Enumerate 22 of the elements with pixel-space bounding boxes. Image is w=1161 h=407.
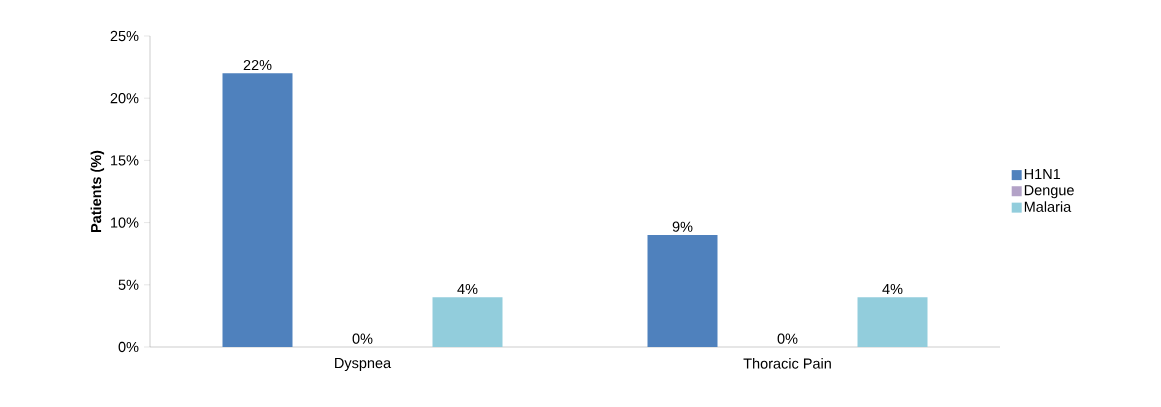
bar [432,297,503,347]
data-label: 4% [457,283,478,295]
bar [222,73,293,347]
data-label: 0% [352,333,373,344]
x-tick-label: Dyspnea [335,358,392,372]
bar [647,235,718,347]
y-tick-label: 15% [111,155,139,166]
data-label: 9% [672,221,693,232]
y-tick-label: 10% [111,217,139,228]
data-label: 22% [243,59,272,71]
data-label: 0% [777,333,798,344]
legend-label: H1N1 [1024,169,1061,179]
data-label: 4% [882,283,903,295]
legend-label: Malaria [1024,201,1072,212]
legend-label: Dengue [1024,185,1074,199]
y-axis-title: Patients (%) [90,150,105,233]
y-tick-label: 0% [118,341,139,353]
x-tick-label: Thoracic Pain [743,358,831,369]
y-tick-label: 25% [110,30,139,42]
y-tick-label: 5% [118,279,139,290]
bar [857,297,928,347]
y-tick-label: 20% [110,93,139,104]
